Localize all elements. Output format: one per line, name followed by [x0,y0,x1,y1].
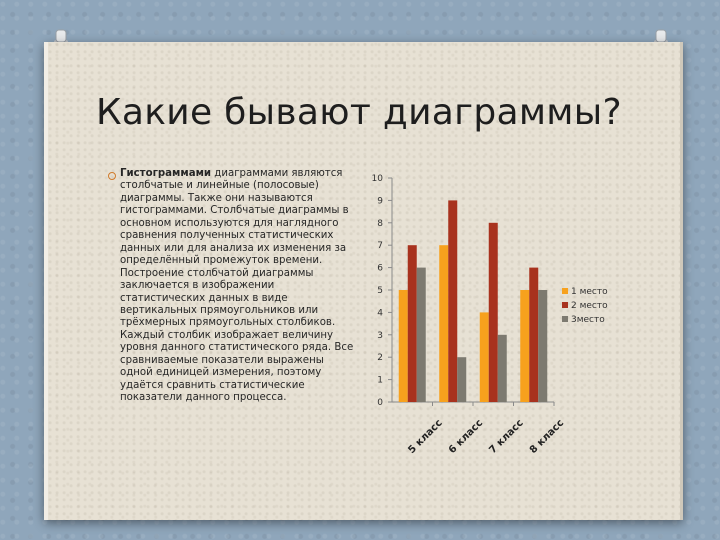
x-tick-label: 7 класс [487,418,525,456]
bullet-circle-icon [108,172,116,180]
bar [439,245,449,402]
y-tick-label: 7 [377,241,383,251]
bar [520,290,530,402]
bar [529,267,539,402]
bar [538,290,548,402]
legend-swatch [562,302,568,308]
bullet-bold-term: Гистограммами [120,168,212,179]
legend-swatch [562,316,568,322]
y-tick-label: 5 [377,286,383,296]
y-tick-label: 2 [377,353,383,363]
slide-card [44,42,683,520]
y-tick-label: 4 [377,308,383,318]
bullet-text: Гистограммами диаграммами являются столб… [120,168,354,405]
y-tick-label: 1 [377,376,383,386]
y-tick-label: 0 [377,398,383,408]
y-tick-label: 10 [372,174,384,184]
y-tick-label: 8 [377,219,383,229]
y-tick-label: 9 [377,196,383,206]
legend-label: 2 место [571,301,608,311]
legend-label: 3место [571,315,605,325]
x-tick-label: 8 класс [528,418,566,456]
bar [488,222,498,402]
slide-title: Какие бывают диаграммы? [96,92,622,133]
bar [398,290,408,402]
bar [497,334,507,402]
bar [457,357,467,402]
legend-swatch [562,288,568,294]
x-tick-label: 5 класс [406,418,444,456]
bar [479,312,489,402]
legend-label: 1 место [571,287,608,297]
bar-chart: 0 1 2 3 4 5 6 7 8 9 10 5 класс 6 класс 7 класс 8 класс… [372,174,609,456]
x-tick-label: 6 класс [447,418,485,456]
bar [416,267,426,402]
bullet-body: диаграммами являются столбчатые и линейн… [120,168,354,404]
bullet-paragraph: Гистограммами диаграммами являются столб… [108,168,354,405]
y-tick-label: 6 [377,264,383,274]
y-tick-label: 3 [377,331,383,341]
bar [407,245,417,402]
bar [448,200,458,402]
